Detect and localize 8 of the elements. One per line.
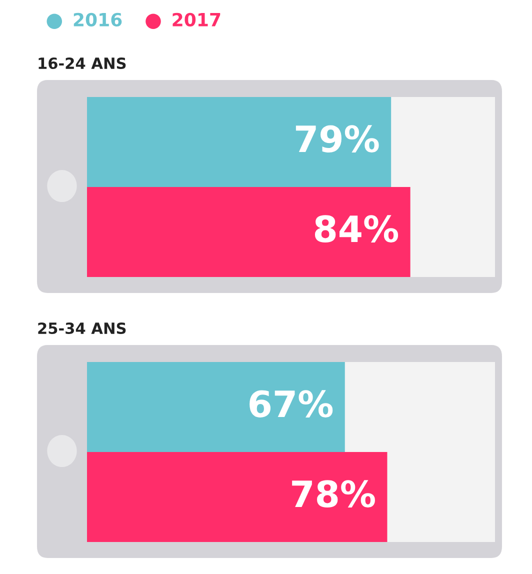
data-label: 67% — [250, 390, 333, 418]
chart-title: 25-34 ANS — [38, 322, 126, 334]
legend-label: 2017 — [172, 12, 220, 26]
data-label: 84% — [314, 215, 398, 242]
chart-title: 16-24 ANS — [38, 57, 126, 70]
data-label: 78% — [292, 480, 375, 508]
data-label: 79% — [296, 125, 379, 152]
legend-label: 2016 — [74, 12, 122, 26]
